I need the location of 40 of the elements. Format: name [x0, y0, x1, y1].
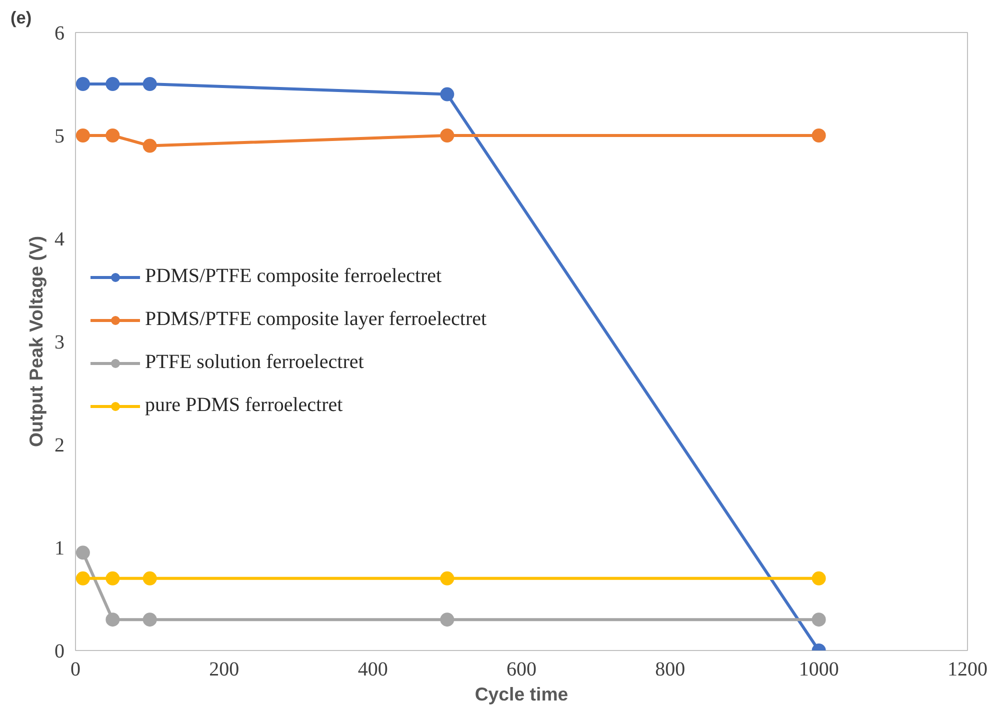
point: [106, 128, 120, 142]
point: [76, 128, 90, 142]
point: [106, 77, 120, 91]
x-tick-label: 400: [358, 658, 388, 680]
y-axis-title: Output Peak Voltage (V): [26, 236, 46, 448]
point: [812, 612, 826, 627]
x-tick-label: 200: [209, 658, 240, 680]
legend-label: PDMS/PTFE composite layer ferroelectret: [145, 308, 487, 331]
legend-label: pure PDMS ferroelectret: [145, 394, 343, 417]
x-axis-title: Cycle time: [474, 684, 568, 704]
text: (e): [10, 8, 32, 28]
y-tick-label: 0: [54, 640, 64, 662]
point: [76, 77, 90, 91]
y-tick-label: 5: [54, 126, 64, 148]
y-tick-label: 3: [54, 332, 64, 354]
x-tick-label: 1000: [798, 658, 839, 680]
point: [76, 571, 90, 586]
y-tick-label: 6: [54, 22, 64, 44]
point: [142, 612, 157, 627]
point: [76, 546, 90, 560]
point: [106, 571, 120, 586]
point: [812, 571, 826, 586]
x-tick-label: 1200: [948, 658, 988, 680]
point: [440, 128, 454, 142]
y-tick-label: 4: [54, 228, 64, 250]
point: [142, 571, 157, 586]
x-tick-label: 600: [506, 658, 536, 680]
y-tick-label: 2: [54, 434, 64, 456]
x-tick-label: 0: [70, 658, 80, 680]
legend-label: PDMS/PTFE composite ferroelectret: [145, 265, 442, 288]
point: [142, 138, 157, 153]
legend-label: PTFE solution ferroelectret: [145, 351, 364, 374]
point: [812, 128, 826, 142]
y-tick-label: 1: [54, 538, 64, 560]
point: [440, 571, 454, 586]
point: [142, 77, 157, 91]
point: [440, 87, 454, 102]
x-tick-label: 800: [655, 658, 686, 680]
point: [106, 612, 120, 627]
point: [440, 612, 454, 627]
